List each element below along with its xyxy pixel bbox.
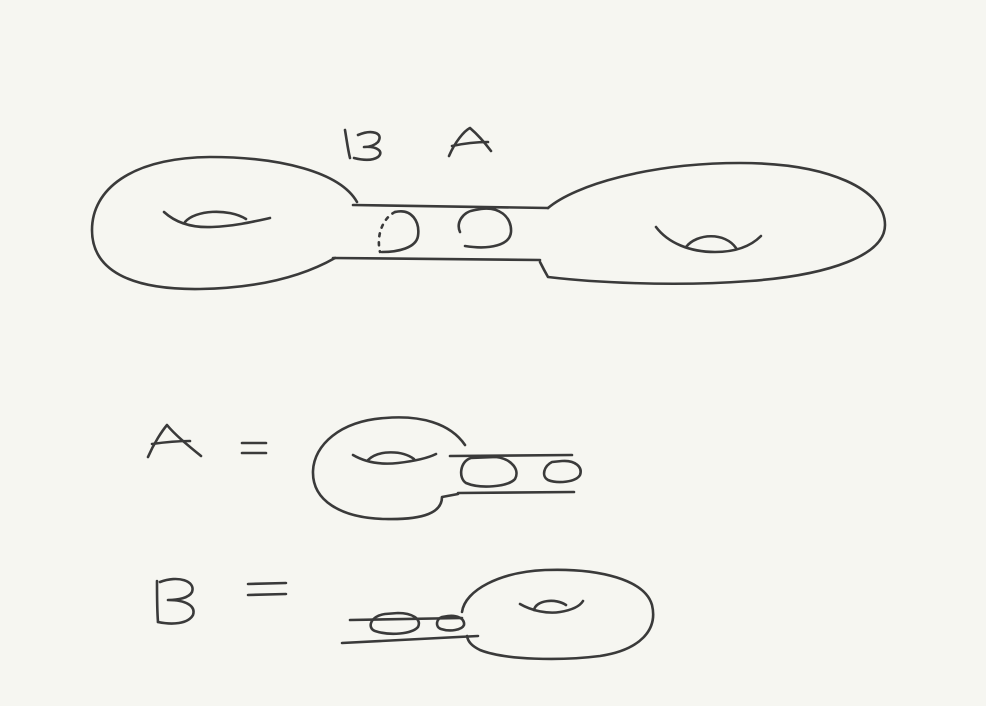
def-a-letter-glyph [146,423,203,459]
top-label-b-glyph [343,128,382,162]
def-b-curve-b [369,611,421,636]
right-torus-outline [538,161,887,286]
def-a-surface [311,416,582,521]
def-b-equals-glyph [246,581,288,597]
def-b-torus-outline [460,568,655,661]
def-a-tube-bottom [456,490,576,495]
top-label-a-glyph [447,126,493,158]
top-label-a: A [449,130,468,163]
top-label-b: B [345,132,364,165]
def-a-boundary [542,459,582,484]
def-b-tube-bottom [340,634,480,645]
def-b-boundary [435,614,466,632]
def-a-equals-glyph [240,441,268,455]
def-b-label: B [157,596,176,629]
def-b-hole-lower [532,599,568,612]
def-a-curve-a [459,455,518,488]
def-b-surface [340,568,655,661]
def-b-hole-upper [518,599,585,614]
curve-b-front [380,210,420,254]
def-a-equals: = [242,430,265,463]
curve-a [457,207,513,249]
def-a-tube-top [448,453,574,458]
tube-bottom-edge [331,256,542,262]
def-b-tube-top [348,616,464,622]
def-a-hole-upper [351,452,438,465]
def-b-letter-glyph [155,577,195,625]
def-b-equals: = [248,572,271,605]
left-torus-hole-upper [162,210,272,229]
left-torus-outline [90,155,359,291]
genus-two-surface [90,155,887,291]
right-torus-hole-upper [654,225,763,254]
tube-top-edge [351,203,550,210]
def-a-hole-lower [366,451,416,462]
right-torus-hole-lower [684,235,738,250]
def-a-label: A [148,431,167,464]
left-torus-hole-lower [183,210,248,224]
ink-strokes [90,126,887,661]
curve-b-back [377,210,397,254]
def-a-torus-outline [311,416,467,521]
